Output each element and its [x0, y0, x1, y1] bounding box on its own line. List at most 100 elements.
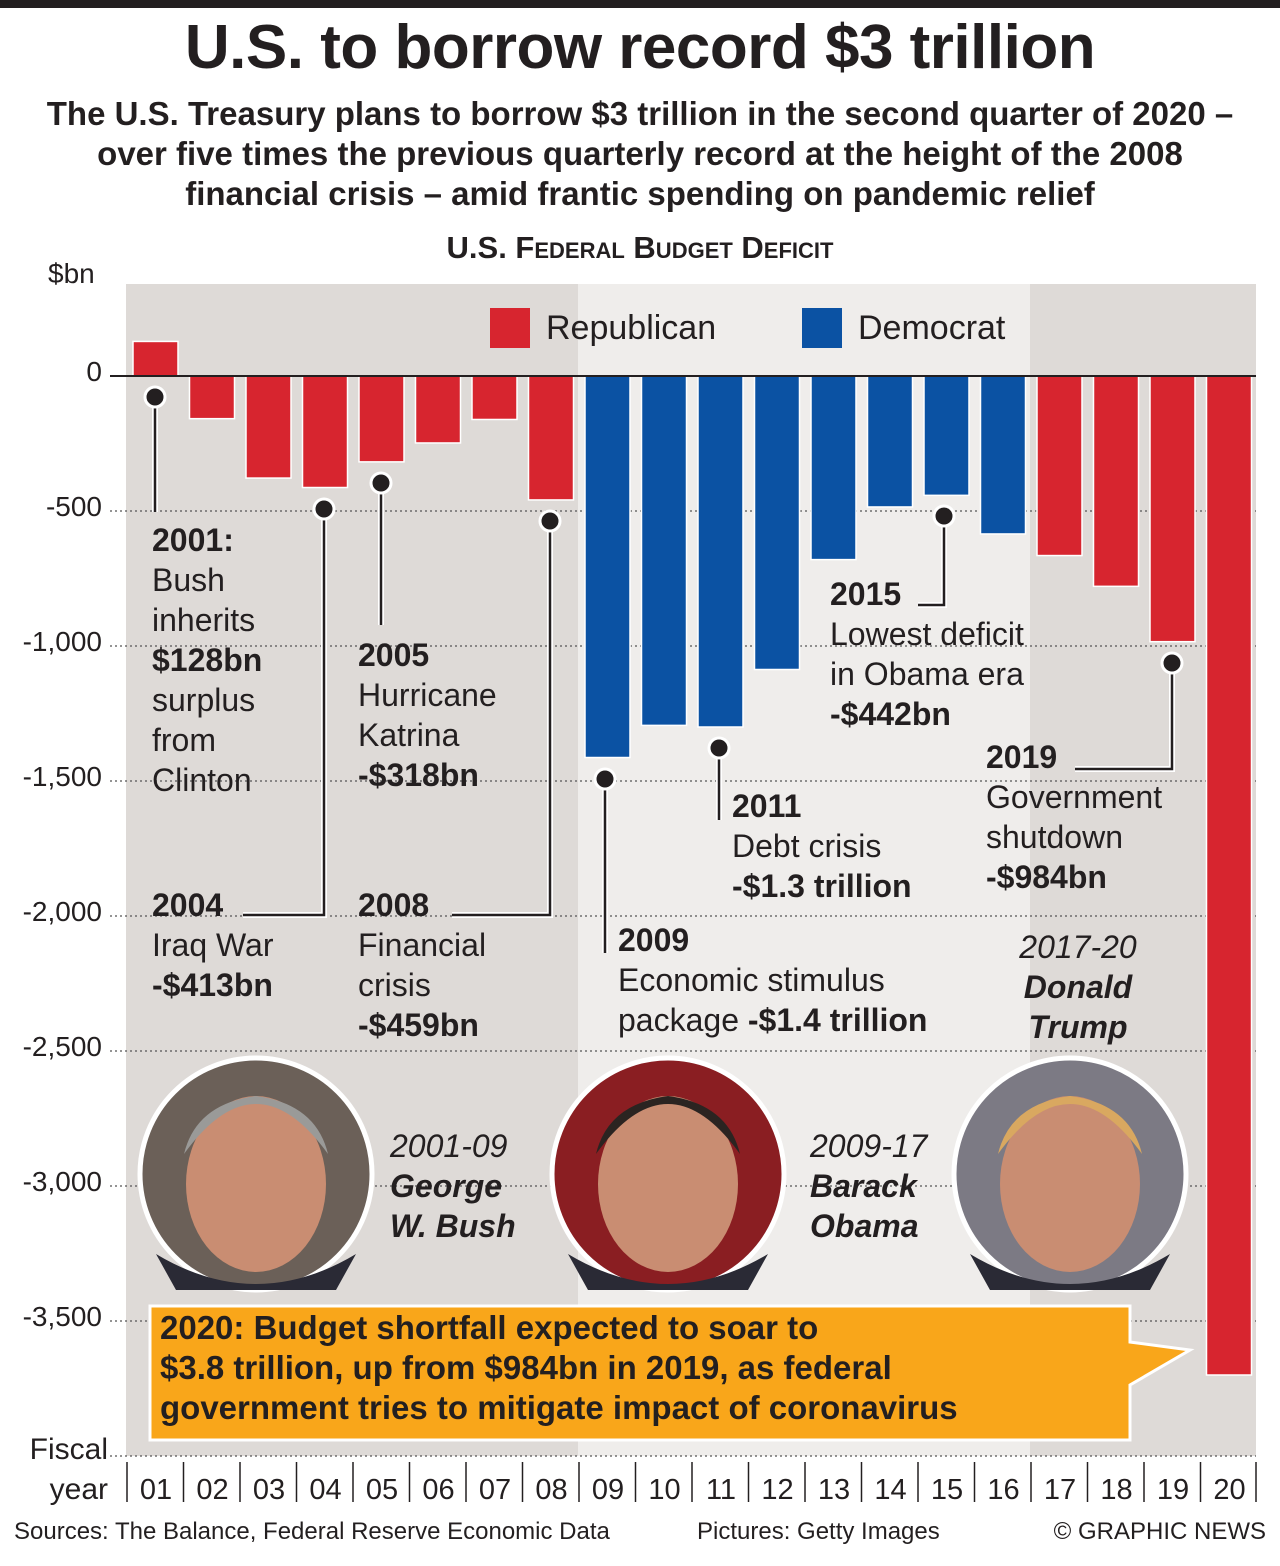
x-tick-label: 15 [930, 1474, 964, 1506]
x-tick-label: 09 [591, 1474, 625, 1506]
legend-label: Republican [546, 308, 717, 347]
president-years: 2017-20 [1019, 929, 1137, 965]
bar-13 [810, 375, 857, 561]
x-axis-title-line: year [49, 1473, 108, 1506]
annotation-line: 2009 [618, 922, 690, 958]
x-tick-label: 12 [761, 1474, 794, 1506]
y-tick-label: -500 [45, 491, 102, 522]
x-tick-label: 04 [309, 1474, 342, 1506]
x-tick-label: 19 [1156, 1474, 1190, 1506]
annotation-line: Katrina [358, 717, 460, 753]
leader-dot [932, 504, 956, 528]
portrait-bush-photo [137, 1055, 375, 1293]
president-name: Obama [810, 1208, 919, 1244]
annotation-line: package -$1.4 trillion [618, 1002, 928, 1038]
portrait-suit [156, 1254, 356, 1290]
sources: Sources: The Balance, Federal Reserve Ec… [14, 1518, 610, 1545]
x-tick-label: 03 [252, 1474, 286, 1506]
annotation-line: Debt crisis [732, 828, 882, 864]
y-tick-label: -1,000 [22, 626, 102, 657]
president-years: 2009-17 [810, 1128, 928, 1164]
bar-09 [584, 375, 631, 759]
x-tick-label: 14 [874, 1474, 907, 1506]
x-tick-label: 11 [705, 1474, 737, 1506]
leader-dot [1160, 651, 1184, 675]
x-axis-title: Fiscal year [22, 1430, 108, 1510]
annotation-11: 2011 Debt crisis -$1.3 trillion [732, 786, 912, 906]
bar-19 [1149, 375, 1196, 643]
annotation-line: -$442bn [830, 696, 951, 732]
leader-dot [707, 736, 731, 760]
callout-line: $3.8 trillion, up from $984bn in 2019, a… [160, 1349, 892, 1386]
bar-02 [188, 375, 236, 420]
x-axis-title-line: Fiscal [29, 1433, 108, 1466]
portrait-hair [596, 1096, 740, 1154]
leader-dot [312, 497, 336, 521]
annotation-line: 2019 [986, 739, 1058, 775]
bar-03 [245, 375, 292, 479]
annotation-line: shutdown [986, 819, 1123, 855]
portrait-trump-photo [951, 1055, 1189, 1293]
annotation-line: -$459bn [358, 1007, 479, 1043]
annotation-line: Government [986, 779, 1163, 815]
callout-box [148, 1304, 1195, 1442]
annotation-line: Lowest deficit [830, 616, 1024, 652]
y-axis-unit: $bn [48, 258, 95, 289]
page-title: U.S. to borrow record $3 trillion [184, 13, 1096, 82]
annotation-04: 2004 Iraq War -$413bn [152, 885, 274, 1005]
bar-01 [132, 340, 179, 377]
x-tick-label: 17 [1043, 1474, 1077, 1506]
president-years: 2001-09 [390, 1128, 508, 1164]
annotation-line: 2001: [152, 522, 234, 558]
president-label-obama: 2009-17 Barack Obama [810, 1126, 927, 1246]
bar-12 [753, 375, 801, 671]
bar-06 [414, 375, 462, 444]
president-name: W. Bush [390, 1208, 516, 1244]
x-tick-label: 06 [422, 1474, 455, 1506]
y-tick-label: -2,500 [22, 1031, 102, 1062]
annotation-05: 2005 Hurricane Katrina -$318bn [358, 635, 497, 795]
x-tick-label: 08 [535, 1474, 568, 1506]
bar-14 [866, 375, 914, 508]
legend-republican: Republican [490, 308, 716, 348]
x-tick-label: 07 [478, 1474, 512, 1506]
annotation-01: 2001: Bush inherits $128bn surplus from Clinto… [152, 520, 262, 800]
x-tick-label: 01 [139, 1474, 173, 1506]
annotation-line: Financial [358, 927, 487, 963]
legend-swatch-republican [490, 308, 530, 348]
president-name: George [390, 1168, 503, 1204]
president-label-trump: 2017-20 Donald Trump [1010, 927, 1146, 1047]
bar-08 [527, 375, 575, 501]
annotation-line: Clinton [152, 762, 252, 798]
portrait-face [186, 1096, 326, 1272]
annotation-line: inherits [152, 602, 256, 638]
callout-2020: 2020: Budget shortfall expected to soar … [160, 1308, 958, 1428]
leader-line [452, 521, 552, 917]
annotation-line: -$984bn [986, 859, 1107, 895]
annotation-line: crisis [358, 967, 431, 1003]
portrait-obama-photo [549, 1055, 787, 1293]
annotation-line: Economic stimulus [618, 962, 885, 998]
bar-05 [358, 375, 405, 463]
annotation-line: 2008 [358, 887, 430, 923]
annotation-line: Hurricane [358, 677, 497, 713]
leader-dot [369, 471, 393, 495]
portrait-hair [184, 1096, 328, 1154]
annotation-line: $128bn [152, 642, 263, 678]
y-tick-label: 0 [86, 356, 102, 387]
leader-line [1075, 663, 1174, 771]
portrait-face [598, 1096, 738, 1272]
bar-11 [697, 375, 744, 728]
annotation-line: 2004 [152, 887, 224, 923]
x-tick-label: 18 [1100, 1474, 1133, 1506]
bar-18 [1092, 375, 1140, 588]
annotation-line: -$318bn [358, 757, 479, 793]
bar-20 [1205, 375, 1253, 1376]
president-name: Donald [1023, 969, 1133, 1005]
bar-04 [301, 375, 349, 489]
annotation-line: in Obama era [830, 656, 1024, 692]
bar-16 [979, 375, 1027, 535]
portrait-suit [568, 1254, 768, 1290]
leader-line [243, 509, 326, 917]
